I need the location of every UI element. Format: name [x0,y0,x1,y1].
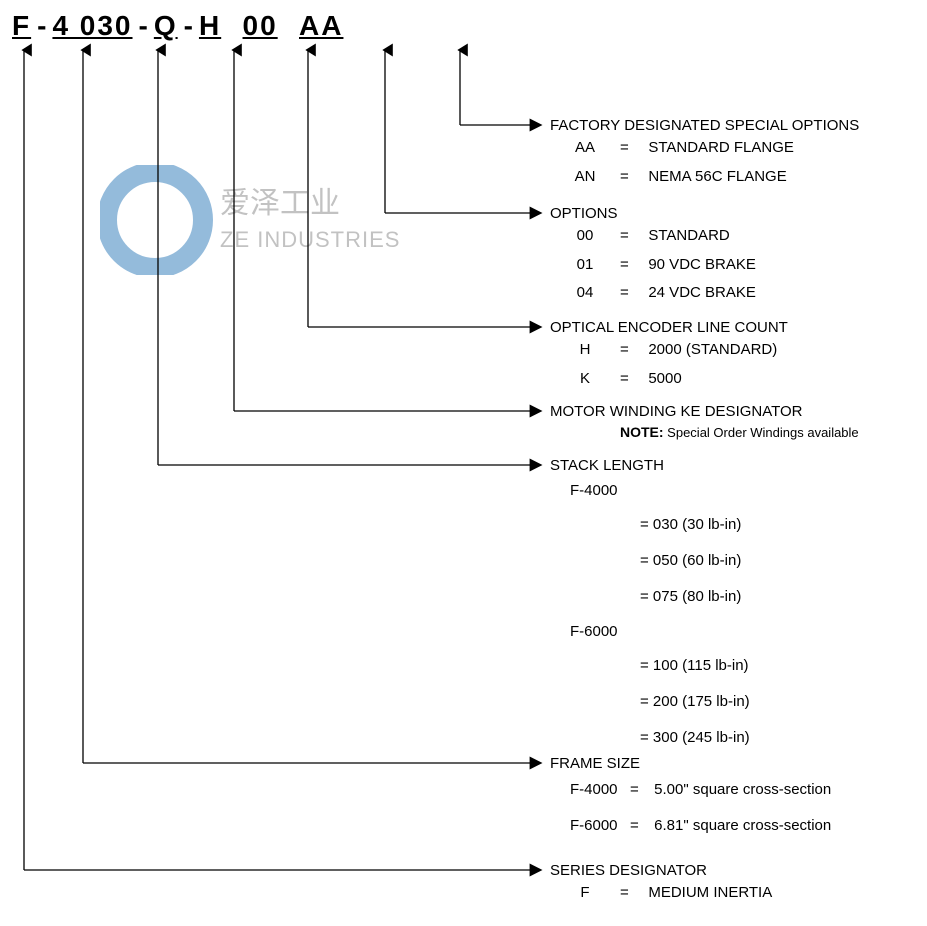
section-title: FACTORY DESIGNATED SPECIAL OPTIONS [550,117,859,134]
option-code: 01 [550,251,620,280]
option-row: F= MEDIUM INERTIA [550,879,772,908]
seg-series: F [12,10,31,42]
part-number: F - 4 030 - Q - H - 00 - AA [12,10,343,42]
group-item: = 075 (80 lb-in) [550,579,750,615]
watermark-logo: 爱泽工业 ZE INDUSTRIES [100,165,410,280]
section: MOTOR WINDING KE DESIGNATOR NOTE: Special… [550,403,859,440]
equals: = [620,365,640,394]
option-value: 90 VDC BRAKE [640,251,756,280]
section-title: OPTICAL ENCODER LINE COUNT [550,319,788,336]
group-item: = 200 (175 lb-in) [550,684,750,720]
watermark-text-cn: 爱泽工业 [220,187,340,220]
group-item: = 050 (60 lb-in) [550,543,750,579]
option-code: K [550,365,620,394]
equals: = [620,163,640,192]
group-item: = 100 (115 lb-in) [550,648,750,684]
section-title: STACK LENGTH [550,457,750,474]
watermark-text-en: ZE INDUSTRIES [220,227,400,252]
option-code: AN [550,163,620,192]
section-title: SERIES DESIGNATOR [550,862,772,879]
option-row: AN= NEMA 56C FLANGE [550,163,859,192]
option-value: NEMA 56C FLANGE [640,163,859,192]
section: OPTICAL ENCODER LINE COUNTH= 2000 (STAND… [550,319,788,393]
option-code: AA [550,134,620,163]
option-code: 04 [550,279,620,308]
option-code: H [550,336,620,365]
section-title: FRAME SIZE [550,755,831,772]
section-note: NOTE: Special Order Windings available [550,424,859,440]
section: OPTIONS00= STANDARD01= 90 VDC BRAKE04= 2… [550,205,756,308]
dash: - [178,10,199,42]
option-row: AA= STANDARD FLANGE [550,134,859,163]
option-code: F-4000 [550,772,630,808]
watermark-svg: 爱泽工业 ZE INDUSTRIES [100,165,410,275]
section: FACTORY DESIGNATED SPECIAL OPTIONSAA= ST… [550,117,859,191]
equals: = [620,336,640,365]
option-code: F-6000 [550,808,630,844]
option-code: F [550,879,620,908]
option-row: 04= 24 VDC BRAKE [550,279,756,308]
option-row: H= 2000 (STANDARD) [550,336,788,365]
option-value: 24 VDC BRAKE [640,279,756,308]
section: SERIES DESIGNATORF= MEDIUM INERTIA [550,862,772,908]
seg-factory-options: AA [299,10,343,42]
section: FRAME SIZEF-4000= 5.00" square cross-sec… [550,755,831,844]
section: STACK LENGTHF-4000= 030 (30 lb-in)= 050 … [550,457,750,756]
equals: = [630,808,650,844]
option-code: 00 [550,222,620,251]
equals: = [630,772,650,808]
seg-encoder: H [199,10,221,42]
group-item: = 300 (245 lb-in) [550,720,750,756]
group-item: = 030 (30 lb-in) [550,507,750,543]
dash: - [133,10,154,42]
seg-frame-stack: 4 030 [52,10,132,42]
equals: = [620,279,640,308]
option-row: K= 5000 [550,365,788,394]
option-value: STANDARD FLANGE [640,134,859,163]
seg-winding: Q [154,10,178,42]
option-value: STANDARD [640,222,756,251]
option-row: 00= STANDARD [550,222,756,251]
group-head: F-6000 [550,615,750,648]
section-title: MOTOR WINDING KE DESIGNATOR [550,403,859,420]
option-value: 2000 (STANDARD) [640,336,788,365]
equals: = [620,222,640,251]
section-title: OPTIONS [550,205,756,222]
seg-options: 00 [243,10,278,42]
option-value: 6.81" square cross-section [650,808,831,844]
equals: = [620,879,640,908]
dash: - [31,10,52,42]
equals: = [620,134,640,163]
group-head: F-4000 [550,474,750,507]
option-row: F-6000= 6.81" square cross-section [550,808,831,844]
option-value: MEDIUM INERTIA [640,879,772,908]
option-value: 5.00" square cross-section [650,772,831,808]
option-value: 5000 [640,365,788,394]
equals: = [620,251,640,280]
option-row: F-4000= 5.00" square cross-section [550,772,831,808]
option-row: 01= 90 VDC BRAKE [550,251,756,280]
